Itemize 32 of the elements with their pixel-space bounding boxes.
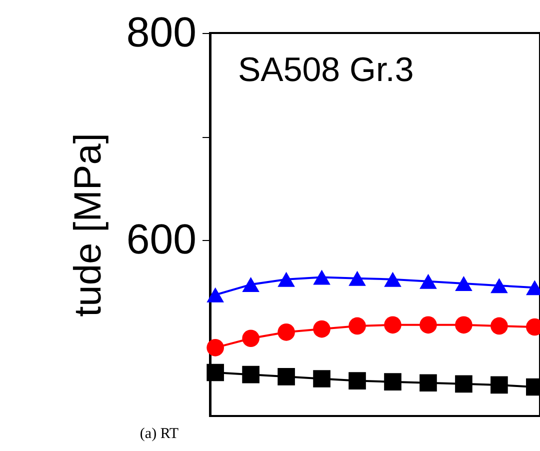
y-tick-label: 800 xyxy=(126,8,196,56)
point xyxy=(348,270,366,286)
point xyxy=(384,373,402,390)
point xyxy=(420,316,437,334)
point xyxy=(490,376,508,394)
y-axis-title: tude [MPa] xyxy=(67,133,110,317)
point xyxy=(206,364,224,382)
point xyxy=(242,330,260,348)
point xyxy=(455,316,472,334)
point xyxy=(348,317,366,335)
point xyxy=(206,339,224,356)
point xyxy=(348,372,366,390)
point xyxy=(384,272,402,287)
point xyxy=(490,317,508,335)
point xyxy=(313,270,330,285)
point xyxy=(420,274,437,289)
point xyxy=(206,287,224,302)
point xyxy=(455,276,472,292)
annotation: SA508 Gr.3 xyxy=(238,51,414,89)
point xyxy=(242,277,260,292)
point xyxy=(242,366,260,384)
point xyxy=(455,375,472,393)
point xyxy=(420,374,437,392)
point xyxy=(384,316,402,334)
point xyxy=(313,320,330,338)
point xyxy=(313,370,330,388)
point xyxy=(278,324,295,341)
y-tick-label: 600 xyxy=(126,216,196,263)
point xyxy=(278,272,295,287)
point xyxy=(278,368,295,386)
point xyxy=(490,278,508,294)
text: (a) RT xyxy=(140,426,179,442)
